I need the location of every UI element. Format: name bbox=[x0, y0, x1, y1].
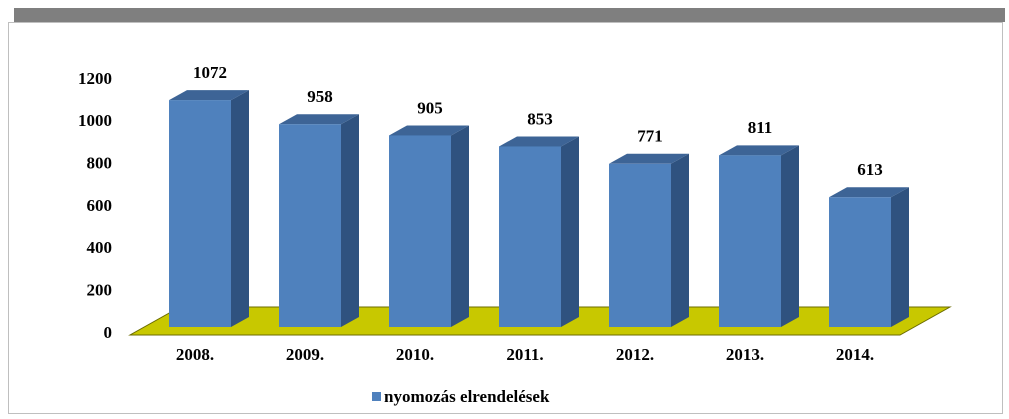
x-tick-label: 2012. bbox=[616, 345, 654, 364]
bar-top bbox=[719, 145, 799, 156]
bar-top bbox=[609, 153, 689, 164]
value-label: 958 bbox=[307, 87, 333, 106]
value-label: 1072 bbox=[193, 63, 227, 82]
header-bar bbox=[14, 8, 1005, 22]
y-tick-label: 200 bbox=[87, 281, 113, 300]
x-tick-label: 2014. bbox=[836, 345, 874, 364]
y-tick-label: 0 bbox=[104, 323, 113, 342]
y-tick-label: 400 bbox=[87, 238, 113, 257]
bar-side bbox=[341, 114, 359, 328]
frame bbox=[8, 22, 1003, 414]
value-label: 771 bbox=[637, 127, 663, 146]
value-label: 853 bbox=[527, 109, 553, 128]
bar-side bbox=[451, 125, 469, 327]
x-tick-label: 2013. bbox=[726, 345, 764, 364]
value-label: 613 bbox=[857, 160, 883, 179]
legend-swatch bbox=[372, 392, 381, 401]
bar bbox=[829, 197, 891, 327]
y-tick-label: 1000 bbox=[78, 111, 112, 130]
x-tick-label: 2011. bbox=[506, 345, 543, 364]
bar-top bbox=[389, 125, 469, 136]
bar-side bbox=[671, 153, 689, 327]
y-tick-label: 800 bbox=[87, 154, 113, 173]
bar-side bbox=[561, 136, 579, 327]
y-tick-label: 600 bbox=[87, 196, 113, 215]
bar bbox=[279, 124, 341, 328]
y-tick-label: 1200 bbox=[78, 69, 112, 88]
bar bbox=[499, 146, 561, 327]
value-label: 811 bbox=[748, 118, 773, 137]
bar-top bbox=[499, 136, 579, 147]
x-tick-label: 2008. bbox=[176, 345, 214, 364]
bar-side bbox=[231, 90, 249, 328]
bar-top bbox=[829, 187, 909, 198]
bar-side bbox=[891, 187, 909, 327]
bar bbox=[719, 155, 781, 327]
x-tick-label: 2010. bbox=[396, 345, 434, 364]
x-tick-label: 2009. bbox=[286, 345, 324, 364]
bar bbox=[389, 135, 451, 327]
bar-top bbox=[279, 114, 359, 125]
bar-top bbox=[169, 90, 249, 101]
legend-label: nyomozás elrendelések bbox=[384, 387, 550, 406]
bar bbox=[609, 163, 671, 327]
bar bbox=[169, 100, 231, 328]
value-label: 905 bbox=[417, 98, 443, 117]
bar-side bbox=[781, 145, 799, 327]
